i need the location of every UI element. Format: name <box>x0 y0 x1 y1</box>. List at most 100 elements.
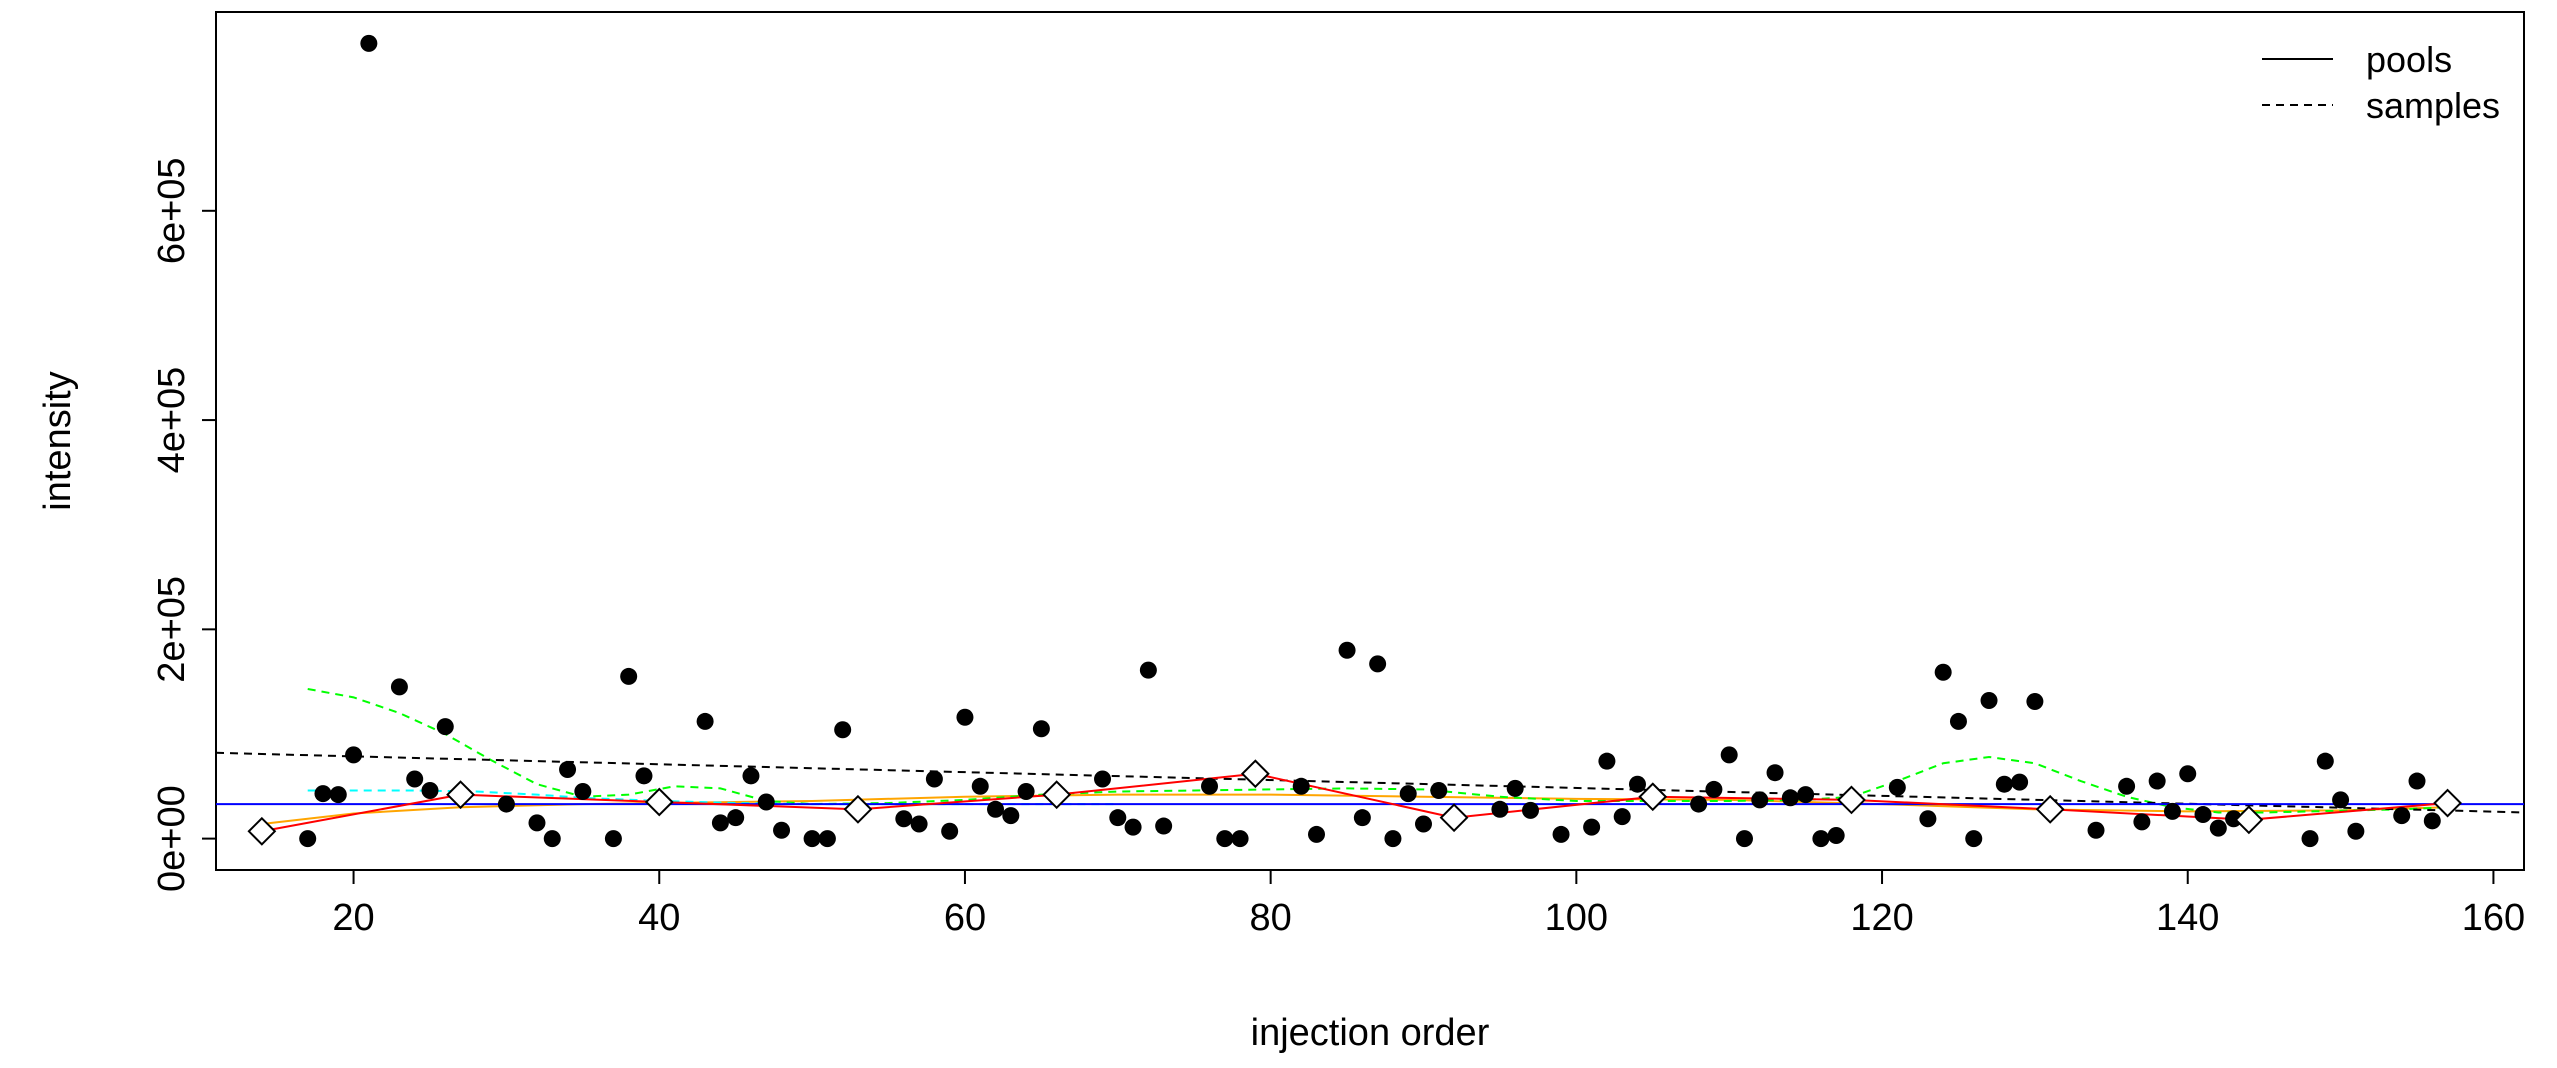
sample-point <box>314 785 332 803</box>
y-tick-label: 2e+05 <box>151 576 193 683</box>
sample-point <box>2393 807 2411 825</box>
sample-point <box>1002 807 1020 825</box>
sample-point <box>956 708 974 726</box>
x-axis: 20 40 60 80 100 120 140 160 <box>332 869 2525 939</box>
sample-point <box>436 718 454 736</box>
sample-point <box>757 793 775 811</box>
sample-point <box>818 830 836 848</box>
sample-point <box>1735 830 1753 848</box>
sample-point <box>1017 783 1035 801</box>
legend: pools samples <box>2262 39 2500 126</box>
sample-point <box>1155 817 1173 835</box>
pool-point <box>2433 788 2462 818</box>
sample-point <box>635 767 653 785</box>
sample-point <box>2209 819 2227 837</box>
pool-point <box>1439 803 1469 833</box>
sample-point <box>727 809 745 827</box>
x-tick-label: 40 <box>638 897 680 939</box>
sample-point <box>1965 830 1983 848</box>
sample-point <box>1032 720 1050 738</box>
sample-point <box>1521 801 1539 819</box>
sample-point <box>2194 806 2212 824</box>
sample-point <box>390 678 408 696</box>
sample-point <box>1797 786 1815 804</box>
sample-point <box>543 830 561 848</box>
sample-point <box>1888 778 1906 796</box>
sample-point <box>1231 830 1249 848</box>
sample-point <box>345 746 363 764</box>
sample-point <box>742 767 760 785</box>
sample-point <box>2347 822 2365 840</box>
sample-point <box>2423 812 2441 830</box>
sample-point <box>604 830 622 848</box>
y-axis-title: intensity <box>37 371 79 510</box>
sample-point <box>299 830 317 848</box>
sample-point <box>2301 830 2319 848</box>
y-tick-label: 0e+00 <box>151 785 193 892</box>
sample-point <box>2118 777 2136 795</box>
sample-point <box>1949 712 1967 730</box>
sample-point <box>1369 655 1387 673</box>
sample-point <box>1506 779 1524 797</box>
sample-point <box>1690 795 1708 813</box>
x-tick-label: 140 <box>2156 897 2219 939</box>
sample-point <box>925 770 943 788</box>
samples-trend-line <box>215 751 2525 814</box>
sample-point <box>1613 808 1631 826</box>
sample-point <box>528 814 546 832</box>
sample-point <box>941 822 959 840</box>
sample-point <box>1751 791 1769 809</box>
sample-point <box>1583 818 1601 836</box>
sample-point <box>711 814 729 832</box>
sample-points <box>299 34 2441 848</box>
sample-point <box>1995 775 2013 793</box>
sample-point <box>987 800 1005 818</box>
sample-point <box>1491 800 1509 818</box>
sample-point <box>1628 775 1646 793</box>
sample-point <box>1781 789 1799 807</box>
x-axis-title: injection order <box>1251 1012 1490 1054</box>
sample-point <box>910 815 928 833</box>
y-tick-label: 4e+05 <box>151 367 193 474</box>
sample-point <box>1201 777 1219 795</box>
pool-point <box>1837 785 1866 815</box>
cyan-loess-line <box>307 789 1118 806</box>
sample-point <box>1980 691 1998 709</box>
sample-point <box>1934 663 1952 681</box>
sample-point <box>773 821 791 839</box>
legend-label-pools: pools <box>2366 39 2452 80</box>
sample-point <box>1216 830 1234 848</box>
sample-point <box>1338 641 1356 659</box>
sample-point <box>1812 830 1830 848</box>
pool-point <box>2234 805 2264 835</box>
sample-point <box>2148 772 2166 790</box>
pool-point <box>1638 782 1668 812</box>
sample-point <box>1109 809 1127 827</box>
sample-point <box>971 777 989 795</box>
pool-point <box>446 780 475 810</box>
sample-point <box>1827 826 1845 844</box>
sample-point <box>2332 791 2350 809</box>
pool-point <box>1042 780 1072 810</box>
sample-point <box>1766 764 1784 782</box>
pool-points <box>247 759 2462 846</box>
x-tick-label: 80 <box>1250 897 1292 939</box>
sample-point <box>1720 746 1738 764</box>
green-loess-line <box>307 687 2448 814</box>
sample-point <box>2316 752 2334 770</box>
sample-point <box>696 712 714 730</box>
series-lines <box>215 687 2525 833</box>
sample-point <box>1598 752 1616 770</box>
pool-point <box>644 787 674 817</box>
x-tick-label: 20 <box>332 897 374 939</box>
pools-line <box>261 772 2448 833</box>
sample-point <box>2408 772 2426 790</box>
sample-point <box>2133 813 2151 831</box>
sample-point <box>1124 818 1142 836</box>
pool-point <box>2035 794 2065 824</box>
sample-point <box>406 770 424 788</box>
sample-point <box>360 34 378 52</box>
x-tick-label: 120 <box>1850 897 1913 939</box>
